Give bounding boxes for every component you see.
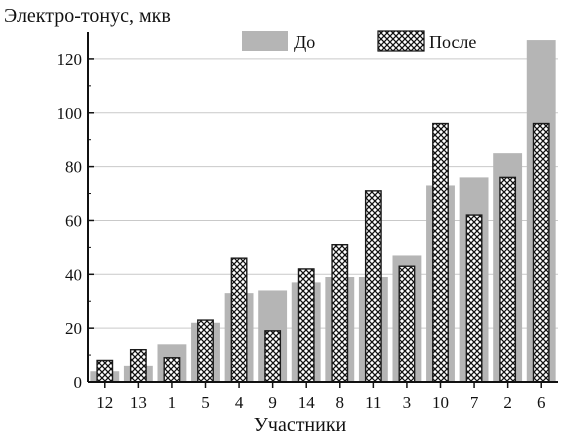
legend-label-before: До <box>294 32 315 52</box>
x-tick-label: 7 <box>470 393 479 412</box>
y-tick-label: 100 <box>57 104 83 123</box>
bar-after <box>432 122 449 383</box>
y-tick-label: 0 <box>74 373 83 392</box>
bar-after <box>197 319 214 383</box>
bar-after <box>230 257 248 383</box>
x-tick-label: 6 <box>537 393 546 412</box>
y-tick-label: 80 <box>65 158 82 177</box>
x-tick-label: 2 <box>503 393 512 412</box>
bar-after <box>264 330 282 383</box>
y-axis-title: Электро-тонус, мкв <box>4 5 171 27</box>
bar-after <box>499 176 517 383</box>
y-tick-label: 120 <box>57 50 83 69</box>
y-tick-label: 60 <box>65 211 82 230</box>
x-tick-label: 14 <box>298 393 316 412</box>
y-tick-label: 40 <box>65 265 82 284</box>
legend: До После <box>242 30 476 52</box>
x-tick-label: 10 <box>432 393 449 412</box>
x-axis-title: Участники <box>254 414 347 436</box>
bar-after <box>163 357 181 383</box>
bar-after <box>532 122 550 383</box>
bar-after <box>297 268 315 383</box>
bar-after <box>96 359 114 383</box>
x-tick-label: 1 <box>168 393 177 412</box>
bar-after <box>465 214 483 383</box>
legend-swatch-after <box>377 30 425 52</box>
axes: 0 20 40 60 80 100 120 12 13 1 5 4 9 14 8 11 3 10 7 2 6 <box>57 32 558 412</box>
bar-after <box>331 243 349 383</box>
x-tick-label: 13 <box>130 393 147 412</box>
x-tick-label: 11 <box>365 393 381 412</box>
y-tick-label: 20 <box>65 319 82 338</box>
x-tick-label: 12 <box>96 393 113 412</box>
x-tick-label: 9 <box>268 393 277 412</box>
bar-after <box>364 190 382 383</box>
x-tick-label: 8 <box>336 393 345 412</box>
legend-label-after: После <box>429 32 476 52</box>
bar-after <box>129 348 147 383</box>
x-tick-label: 4 <box>235 393 244 412</box>
x-tick-label: 3 <box>403 393 412 412</box>
x-tick-label: 5 <box>201 393 210 412</box>
bar-after <box>398 265 416 383</box>
legend-swatch-before <box>242 31 288 51</box>
bars <box>90 40 556 383</box>
